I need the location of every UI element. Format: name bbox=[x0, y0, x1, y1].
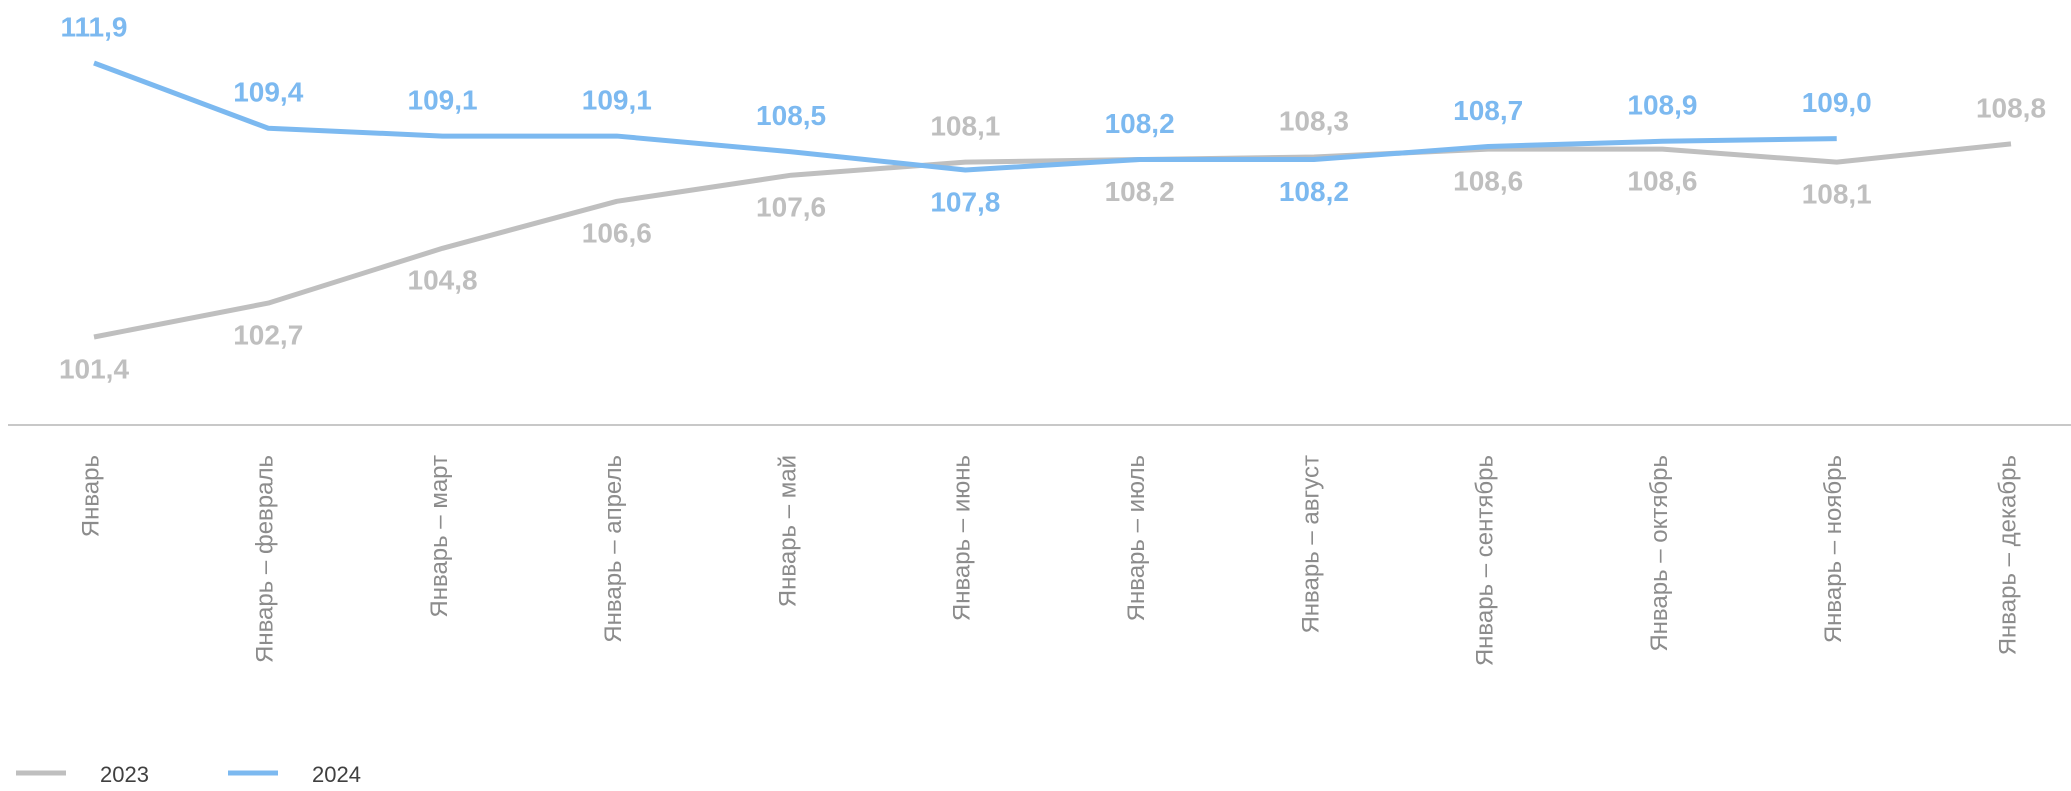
value-label: 108,7 bbox=[1453, 95, 1523, 126]
value-label: 106,6 bbox=[582, 218, 652, 249]
x-tick-label: Январь – март bbox=[426, 455, 453, 618]
value-label: 108,2 bbox=[1105, 176, 1175, 207]
legend-label: 2024 bbox=[312, 762, 361, 787]
series-line bbox=[93, 60, 1837, 173]
x-tick-label: Январь – февраль bbox=[252, 455, 279, 663]
series-line bbox=[93, 141, 2012, 340]
x-tick-label: Январь – ноябрь bbox=[1820, 455, 1847, 643]
x-tick-label: Январь – август bbox=[1297, 455, 1324, 634]
value-label: 101,4 bbox=[59, 353, 129, 384]
x-tick-label: Январь – май bbox=[774, 455, 801, 607]
value-label: 109,1 bbox=[408, 84, 478, 115]
value-label: 102,7 bbox=[233, 319, 303, 350]
value-label: 111,9 bbox=[61, 11, 128, 42]
value-label: 108,2 bbox=[1279, 176, 1349, 207]
x-tick-label: Январь – июнь bbox=[949, 455, 976, 621]
x-tick-label: Январь – апрель bbox=[600, 455, 627, 643]
legend-label: 2023 bbox=[100, 762, 149, 787]
x-tick-label: Январь – декабрь bbox=[1994, 455, 2021, 655]
value-label: 107,6 bbox=[756, 192, 826, 223]
x-tick-label: Январь – июль bbox=[1123, 455, 1150, 621]
value-label: 108,3 bbox=[1279, 105, 1349, 136]
value-label: 108,9 bbox=[1627, 90, 1697, 121]
value-label: 108,6 bbox=[1627, 166, 1697, 197]
value-label: 104,8 bbox=[408, 265, 478, 296]
value-label: 108,6 bbox=[1453, 166, 1523, 197]
value-label: 109,0 bbox=[1802, 87, 1872, 118]
value-label: 108,1 bbox=[1802, 179, 1872, 210]
value-label: 108,1 bbox=[930, 111, 1000, 142]
value-label: 107,8 bbox=[930, 186, 1000, 217]
value-label: 109,4 bbox=[233, 77, 303, 108]
x-tick-label: Январь – октябрь bbox=[1646, 455, 1673, 652]
value-label: 108,2 bbox=[1105, 108, 1175, 139]
value-label: 108,5 bbox=[756, 100, 826, 131]
value-label: 109,1 bbox=[582, 84, 652, 115]
value-label: 108,8 bbox=[1976, 92, 2046, 123]
x-tick-label: Январь bbox=[77, 455, 104, 537]
x-tick-label: Январь – сентябрь bbox=[1472, 455, 1499, 666]
